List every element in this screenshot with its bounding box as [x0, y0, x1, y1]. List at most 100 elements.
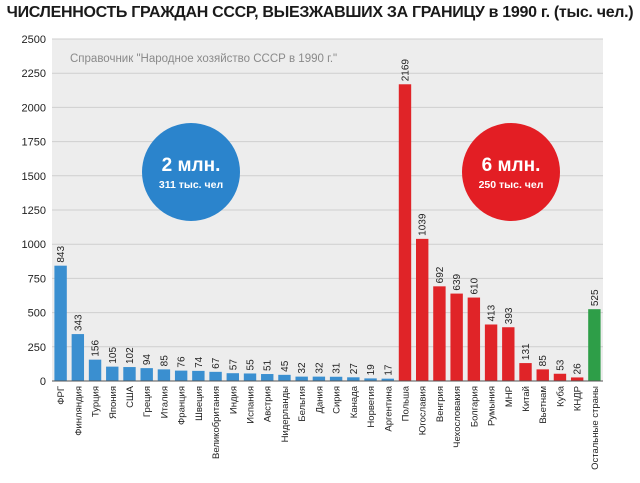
y-tick-label: 1000 — [22, 239, 46, 251]
bar — [140, 368, 153, 381]
value-label: 85 — [538, 355, 549, 367]
category-label: Норвегия — [366, 386, 377, 428]
value-label: 53 — [555, 359, 566, 371]
annotation-bubbles: 2 млн. 311 тыс. чел 6 млн. 250 тыс. чел — [142, 123, 560, 221]
bar — [261, 374, 274, 381]
value-label: 45 — [280, 360, 291, 372]
value-label: 57 — [228, 359, 239, 371]
category-label: Дания — [314, 386, 325, 413]
category-label: Вьетнам — [538, 386, 549, 424]
bar — [312, 376, 326, 381]
category-label: Чехословакия — [452, 386, 463, 448]
value-label: 67 — [211, 357, 222, 369]
category-label: Сирия — [332, 386, 343, 414]
bar — [157, 369, 171, 381]
category-label: Швеция — [194, 386, 205, 421]
value-label: 131 — [521, 343, 532, 360]
value-label: 94 — [142, 354, 153, 366]
bar — [553, 373, 567, 381]
category-label: Япония — [108, 386, 119, 419]
annotation-circle — [142, 123, 240, 221]
value-label: 74 — [194, 356, 205, 368]
value-label: 105 — [108, 347, 119, 364]
category-label: Италия — [159, 386, 170, 418]
category-label: Польша — [400, 385, 411, 421]
annotation-total: 6 млн. — [482, 155, 541, 176]
value-label: 76 — [177, 356, 188, 368]
y-tick-label: 2250 — [22, 68, 46, 80]
y-tick-label: 750 — [28, 273, 46, 285]
category-label: Китай — [521, 386, 532, 412]
value-label: 102 — [125, 347, 136, 364]
category-label: Нидерланды — [280, 386, 291, 443]
bar — [192, 370, 205, 381]
annotation-circle — [462, 123, 560, 221]
source-note: Справочник "Народное хозяйство СССР в 19… — [70, 53, 337, 65]
bar — [570, 377, 584, 381]
bar — [243, 373, 257, 381]
category-label: ФРГ — [56, 386, 67, 405]
value-label: 610 — [469, 277, 480, 294]
value-label: 31 — [332, 362, 343, 374]
category-label: Турция — [91, 386, 102, 417]
value-label: 17 — [383, 364, 394, 376]
bar — [484, 324, 498, 381]
value-label: 692 — [435, 266, 446, 283]
y-tick-label: 1750 — [22, 137, 46, 149]
category-label: Венгрия — [435, 386, 446, 422]
category-label: Австрия — [263, 386, 274, 422]
bar — [433, 286, 446, 381]
category-label: Канада — [349, 385, 360, 418]
bar — [364, 378, 377, 381]
bar — [88, 359, 102, 381]
value-label: 26 — [573, 363, 584, 375]
annotation-subtotal: 311 тыс. чел — [159, 179, 223, 191]
category-label: Бельгия — [297, 386, 308, 422]
category-label: Румыния — [487, 386, 498, 426]
value-label: 843 — [56, 246, 67, 263]
value-label: 639 — [452, 273, 463, 290]
bar — [416, 238, 429, 381]
category-label: Финляндия — [73, 386, 84, 436]
category-label: Греция — [142, 386, 153, 417]
bar — [450, 293, 463, 381]
category-label: США — [125, 385, 136, 408]
bars — [54, 84, 601, 382]
value-label: 32 — [297, 362, 308, 374]
category-label: Аргентина — [383, 385, 394, 431]
bar — [174, 370, 188, 381]
bar — [209, 371, 222, 381]
bar — [54, 265, 67, 381]
y-tick-label: 0 — [40, 376, 46, 388]
value-label: 2169 — [400, 59, 411, 82]
y-tick-label: 1500 — [22, 171, 46, 183]
bar — [295, 376, 308, 381]
category-label: Испания — [246, 386, 257, 424]
category-label: Куба — [555, 385, 566, 407]
value-labels: 843 343 156 105 102 94 85 76 74 67 57 55 51 45 32 32 31 2… — [56, 59, 601, 376]
value-label: 19 — [366, 364, 377, 376]
bar — [519, 363, 532, 381]
chart-title: ЧИСЛЕННОСТЬ ГРАЖДАН СССР, ВЫЕЗЖАВШИХ ЗА … — [6, 4, 634, 21]
category-label: КНДР — [573, 386, 584, 411]
bar — [381, 378, 394, 381]
value-label: 525 — [590, 289, 601, 306]
y-tick-label: 2500 — [22, 34, 46, 46]
value-label: 85 — [159, 355, 170, 367]
bar — [278, 374, 291, 381]
value-label: 55 — [246, 359, 257, 371]
category-label: Индия — [228, 386, 239, 414]
bar — [398, 84, 412, 382]
annotation-total: 2 млн. — [162, 155, 221, 176]
value-label: 156 — [91, 340, 102, 357]
category-label: Югославия — [418, 386, 429, 435]
bar — [123, 367, 136, 381]
y-tick-label: 500 — [28, 308, 46, 320]
category-label: Великобритания — [211, 386, 222, 459]
value-label: 32 — [314, 362, 325, 374]
y-tick-label: 250 — [28, 342, 46, 354]
value-label: 393 — [504, 307, 515, 324]
category-label: Остальные страны — [590, 386, 601, 470]
category-labels: ФРГ Финляндия Турция Япония США Греция Италия Ф… — [56, 385, 601, 470]
